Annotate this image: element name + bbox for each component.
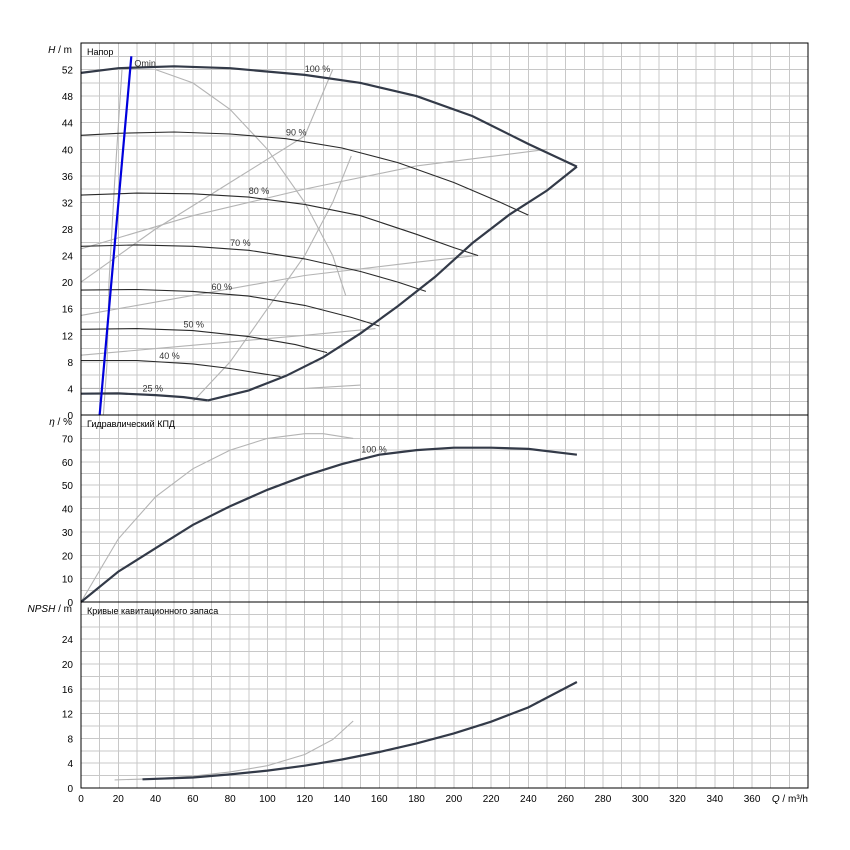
y-tick-label: 12 <box>62 710 74 721</box>
y-tick-label: 20 <box>62 660 74 671</box>
y-axis-label: NPSH / m <box>28 604 72 615</box>
y-axis-unit: / m <box>55 45 72 56</box>
ghost-curve <box>102 69 123 416</box>
curve-label: 60 % <box>211 282 232 292</box>
y-tick-label: 40 <box>62 145 74 156</box>
curve-label: 100 % <box>361 445 387 455</box>
x-axis-label: Q / m³/h <box>772 794 808 805</box>
x-tick-label: 340 <box>706 794 723 805</box>
qmin-label: Qmin <box>134 58 156 68</box>
series-curve <box>80 288 380 327</box>
x-tick-label: 260 <box>557 794 574 805</box>
y-tick-label: 52 <box>62 66 74 77</box>
curve-label: 90 % <box>286 128 307 138</box>
x-tick-label: 300 <box>632 794 649 805</box>
x-tick-label: 60 <box>187 794 199 805</box>
curve-label: 25 % <box>143 383 164 393</box>
x-tick-label: 180 <box>408 794 425 805</box>
y-tick-label: 12 <box>62 331 74 342</box>
ghost-curve <box>80 255 477 316</box>
x-tick-label: 220 <box>483 794 500 805</box>
curve-label: 40 % <box>159 351 180 361</box>
y-tick-label: 40 <box>62 505 74 516</box>
x-tick-label: 280 <box>595 794 612 805</box>
panel-frame-3 <box>80 601 809 789</box>
qmin-line <box>98 56 133 416</box>
y-tick-label: 8 <box>67 734 73 745</box>
x-tick-label: 80 <box>225 794 237 805</box>
series-curve <box>80 392 208 402</box>
x-tick-label: 120 <box>296 794 313 805</box>
x-tick-label: 360 <box>744 794 761 805</box>
ghost-curve <box>80 69 334 283</box>
y-axis-symbol: H <box>48 45 56 56</box>
panel-title-1: Напор <box>87 47 113 57</box>
ghost-curve <box>155 69 347 296</box>
y-tick-label: 8 <box>67 358 73 369</box>
y-axis-symbol: NPSH <box>28 604 57 615</box>
y-tick-label: 20 <box>62 278 74 289</box>
y-tick-label: 16 <box>62 685 74 696</box>
x-tick-label: 40 <box>150 794 162 805</box>
y-tick-label: 60 <box>62 458 74 469</box>
y-tick-label: 4 <box>67 759 73 770</box>
x-tick-label: 0 <box>78 794 84 805</box>
ghost-curve <box>192 155 352 403</box>
y-tick-label: 32 <box>62 198 74 209</box>
x-axis-symbol: Q <box>772 794 780 805</box>
y-tick-label: 0 <box>67 598 73 609</box>
curves-layer <box>80 56 578 781</box>
series-curve <box>80 328 328 354</box>
y-tick-label: 70 <box>62 434 74 445</box>
x-tick-label: 100 <box>259 794 276 805</box>
y-axis-unit: / % <box>55 417 72 428</box>
x-axis-unit: / m³/h <box>780 794 808 805</box>
x-tick-label: 140 <box>334 794 351 805</box>
envelope-curve <box>207 165 578 402</box>
x-tick-label: 320 <box>669 794 686 805</box>
ghost-curve <box>81 384 361 389</box>
y-tick-label: 44 <box>62 119 74 130</box>
y-tick-label: 0 <box>67 411 73 422</box>
curve-label: 50 % <box>184 319 205 329</box>
y-axis-symbol: η <box>49 417 55 428</box>
y-tick-label: 20 <box>62 551 74 562</box>
y-tick-label: 16 <box>62 305 74 316</box>
y-axis-label: η / % <box>49 417 72 428</box>
y-tick-label: 48 <box>62 92 74 103</box>
series-curve <box>80 65 578 168</box>
x-tick-label: 20 <box>113 794 125 805</box>
curve-label: 80 % <box>249 186 270 196</box>
ghost-curve <box>80 148 548 250</box>
y-tick-label: 10 <box>62 575 74 586</box>
x-tick-label: 200 <box>445 794 462 805</box>
y-tick-label: 28 <box>62 225 74 236</box>
ghost-curve <box>80 328 376 356</box>
x-tick-label: 160 <box>371 794 388 805</box>
series-curve <box>80 131 529 216</box>
y-tick-label: 4 <box>67 384 73 395</box>
y-axis-label: H / m <box>48 45 72 56</box>
series-curve <box>80 446 578 603</box>
y-tick-label: 24 <box>62 635 74 646</box>
y-axis-unit: / m <box>55 604 72 615</box>
frame-layer <box>80 42 809 789</box>
series-curve <box>80 244 427 292</box>
y-tick-label: 30 <box>62 528 74 539</box>
y-tick-label: 24 <box>62 252 74 263</box>
x-tick-label: 240 <box>520 794 537 805</box>
y-tick-label: 36 <box>62 172 74 183</box>
ghost-curve <box>80 433 354 603</box>
series-curve <box>142 681 578 781</box>
curve-label: 70 % <box>230 238 251 248</box>
y-tick-label: 50 <box>62 481 74 492</box>
curve-label: 100 % <box>305 64 331 74</box>
y-tick-label: 0 <box>67 784 73 795</box>
series-curve <box>81 359 281 378</box>
series-curve <box>80 192 479 257</box>
panel-title-2: Гидравлический КПД <box>87 419 175 429</box>
panel-title-3: Кривые кавитационного запаса <box>87 606 218 616</box>
